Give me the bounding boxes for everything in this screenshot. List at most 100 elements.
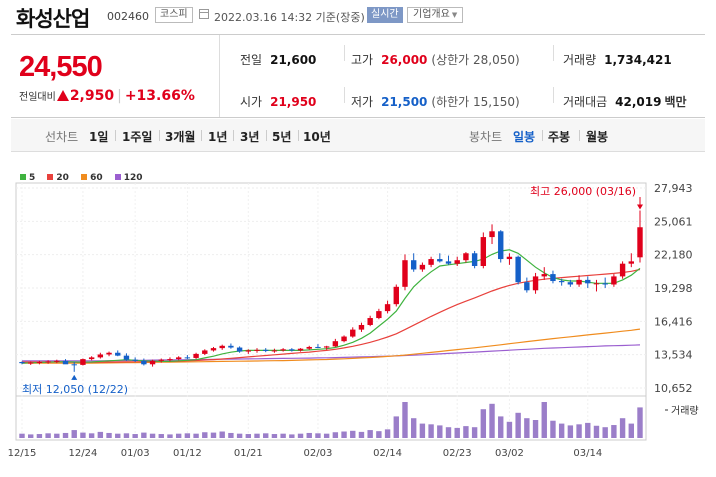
stat-prev-close: 전일 21,600 xyxy=(240,53,317,67)
x-tick-label: 03/14 xyxy=(573,448,602,459)
stat-divider xyxy=(344,45,345,61)
stock-code: 002460 xyxy=(107,10,149,23)
candle-body xyxy=(141,360,147,365)
ma120-line xyxy=(22,344,641,362)
period-1day[interactable]: 1일 xyxy=(89,130,109,144)
period-1week[interactable]: 1주일 xyxy=(122,130,153,144)
stock-name: 화성산업 xyxy=(16,7,90,31)
y-tick-label: 19,298 xyxy=(654,282,693,295)
period-3months[interactable]: 3개월 xyxy=(165,130,196,144)
candle-body xyxy=(515,256,521,283)
volume-bar xyxy=(106,432,112,438)
volume-bar xyxy=(393,416,399,438)
volume-bar xyxy=(602,427,608,438)
candle-body xyxy=(97,354,104,358)
period-10years[interactable]: 10년 xyxy=(303,130,331,144)
x-tick-label: 01/12 xyxy=(173,448,202,459)
divider xyxy=(266,130,267,141)
candle-body xyxy=(297,348,304,351)
candle-body xyxy=(576,279,582,285)
volume-bar xyxy=(315,433,321,438)
candle-body xyxy=(506,256,513,260)
volume-bar xyxy=(524,418,530,438)
low-arrow-icon xyxy=(71,374,78,380)
volume-bar xyxy=(115,433,121,438)
calendar-icon xyxy=(199,9,209,19)
volume-bar xyxy=(489,403,495,438)
volume-bar xyxy=(80,432,86,438)
candle-body xyxy=(567,282,574,285)
candle-body xyxy=(602,283,608,285)
volume-bar xyxy=(97,431,104,438)
company-overview-dropdown[interactable]: 기업개요 ▼ xyxy=(407,7,464,23)
period-1year[interactable]: 1년 xyxy=(208,130,228,144)
volume-bar xyxy=(358,431,365,438)
volume-bar xyxy=(550,420,556,438)
period-5years[interactable]: 5년 xyxy=(272,130,292,144)
candle-body xyxy=(28,362,34,364)
candle-body xyxy=(62,360,69,365)
volume-bar xyxy=(445,427,452,438)
candle-body xyxy=(445,261,452,264)
candle-body xyxy=(36,361,43,363)
volume-bar xyxy=(463,426,469,438)
market-badge: 코스피 xyxy=(155,7,193,23)
volume-bar xyxy=(593,425,600,438)
candle-body xyxy=(437,259,443,262)
stat-amount: 거래대금 42,019 백만 xyxy=(563,95,687,109)
volume-bar xyxy=(184,433,191,438)
candle-body xyxy=(71,364,77,366)
volume-bar xyxy=(36,434,43,438)
volume-bar xyxy=(506,421,513,438)
candle-body xyxy=(280,349,286,351)
candle-body xyxy=(115,352,121,356)
chart-frame xyxy=(15,182,647,441)
legend-ma5: 5 xyxy=(20,173,35,183)
candle-chart-label: 봉차트 xyxy=(469,130,503,144)
period-3years[interactable]: 3년 xyxy=(240,130,260,144)
candle-body xyxy=(88,357,95,360)
candle-body xyxy=(245,350,252,352)
divider xyxy=(115,130,116,141)
volume-bar xyxy=(289,434,295,438)
company-overview-label: 기업개요 xyxy=(413,9,450,20)
y-tick-label: 27,943 xyxy=(654,182,693,195)
candle-body xyxy=(132,359,138,361)
candle-body xyxy=(175,357,182,360)
ma20-line xyxy=(22,268,641,363)
x-tick-label: 01/03 xyxy=(121,448,150,459)
candle-body xyxy=(254,349,260,351)
volume-label: 거래량 xyxy=(671,405,699,417)
candle-body xyxy=(393,286,399,305)
candle-body xyxy=(611,276,617,285)
volume-bar xyxy=(585,422,591,438)
candle-body xyxy=(358,324,365,330)
volume-bar xyxy=(149,433,156,438)
candle-body xyxy=(463,253,469,261)
x-tick-label: 12/15 xyxy=(8,448,37,459)
candle-body xyxy=(558,281,565,283)
price-summary: 24,550 전일대비 2,950 | +13.66% 전일 21,600 고가 26,0… xyxy=(11,34,705,118)
stat-open: 시가 21,950 xyxy=(240,95,317,109)
candle-weekly[interactable]: 주봉 xyxy=(548,130,571,144)
volume-bar xyxy=(367,430,373,438)
stat-high: 고가 26,000 (상한가 28,050) xyxy=(351,53,520,67)
realtime-button[interactable]: 실시간 xyxy=(367,7,403,23)
x-tick-label: 01/21 xyxy=(234,448,263,459)
low-annotation: 최저 12,050 (12/22) xyxy=(22,383,128,396)
candle-body xyxy=(428,259,434,265)
current-price-box: 24,550 전일대비 2,950 | +13.66% xyxy=(11,35,220,117)
candle-body xyxy=(419,264,426,270)
candle-monthly[interactable]: 월봉 xyxy=(586,130,609,144)
legend-ma20: 20 xyxy=(47,173,69,183)
candle-body xyxy=(271,350,278,352)
volume-bar xyxy=(576,424,582,438)
volume-bar xyxy=(341,431,347,438)
volume-bar xyxy=(219,431,225,438)
candle-body xyxy=(585,279,591,284)
candle-body xyxy=(149,360,156,365)
stat-low: 저가 21,500 (하한가 15,150) xyxy=(351,95,520,109)
volume-bar xyxy=(306,432,312,438)
candle-daily[interactable]: 일봉 xyxy=(513,130,536,144)
volume-bar xyxy=(619,418,626,438)
